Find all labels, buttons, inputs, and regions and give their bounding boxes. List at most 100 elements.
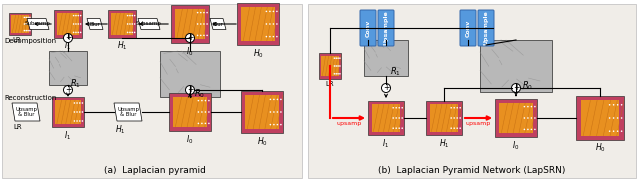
Text: Upsamp
& Blur: Upsamp & Blur (15, 107, 37, 117)
Circle shape (79, 111, 81, 113)
Circle shape (205, 123, 206, 124)
FancyBboxPatch shape (372, 104, 401, 132)
Circle shape (280, 99, 282, 100)
Circle shape (269, 11, 271, 12)
Circle shape (280, 124, 282, 125)
Circle shape (337, 73, 339, 75)
Bar (426, 101, 462, 135)
Circle shape (398, 117, 400, 119)
Bar (576, 96, 624, 140)
Text: $H_0$: $H_0$ (253, 47, 264, 60)
Circle shape (531, 129, 532, 130)
Text: (a)  Laplacian pyramid: (a) Laplacian pyramid (104, 166, 206, 175)
Circle shape (26, 30, 27, 31)
Text: LR: LR (326, 81, 334, 87)
FancyBboxPatch shape (57, 13, 79, 35)
Circle shape (76, 111, 78, 113)
Circle shape (609, 117, 611, 119)
Text: Reconstruction: Reconstruction (4, 95, 56, 101)
Text: Upsample: Upsample (483, 11, 488, 45)
Circle shape (396, 107, 397, 109)
Circle shape (63, 86, 72, 94)
Text: $R_1$: $R_1$ (70, 78, 81, 90)
Circle shape (401, 107, 403, 109)
Text: Blur: Blur (212, 22, 223, 26)
Circle shape (200, 23, 202, 25)
Circle shape (197, 12, 198, 13)
Circle shape (273, 36, 274, 37)
Circle shape (335, 65, 337, 67)
Circle shape (28, 23, 29, 25)
Text: $R_0$: $R_0$ (522, 80, 533, 92)
Circle shape (392, 127, 394, 129)
Circle shape (79, 120, 81, 122)
Text: $I_0$: $I_0$ (186, 133, 194, 145)
FancyBboxPatch shape (360, 10, 376, 46)
Circle shape (28, 17, 29, 18)
Text: Conv: Conv (465, 19, 470, 37)
Circle shape (273, 23, 274, 25)
FancyBboxPatch shape (321, 56, 339, 76)
Circle shape (451, 127, 452, 129)
Circle shape (534, 129, 536, 130)
Circle shape (75, 15, 77, 16)
Circle shape (398, 107, 400, 109)
FancyBboxPatch shape (11, 15, 29, 33)
Circle shape (29, 23, 31, 25)
Circle shape (73, 23, 74, 25)
Circle shape (381, 84, 390, 92)
Circle shape (24, 30, 25, 31)
Circle shape (206, 35, 208, 36)
Circle shape (74, 120, 76, 122)
Bar (241, 91, 283, 133)
Circle shape (206, 23, 208, 25)
Circle shape (524, 117, 525, 119)
Circle shape (337, 65, 339, 67)
Circle shape (613, 130, 614, 132)
Text: +: + (65, 33, 71, 42)
Circle shape (197, 35, 198, 36)
Circle shape (80, 32, 81, 33)
Circle shape (276, 11, 278, 12)
Text: Upsample: Upsample (383, 11, 388, 45)
Circle shape (77, 15, 79, 16)
FancyBboxPatch shape (245, 95, 279, 129)
Circle shape (613, 117, 614, 119)
Circle shape (201, 123, 203, 124)
Circle shape (82, 111, 83, 113)
Text: $I_1$: $I_1$ (65, 40, 72, 52)
Circle shape (617, 104, 618, 106)
Bar (49, 51, 87, 85)
Circle shape (398, 127, 400, 129)
Circle shape (460, 117, 461, 119)
Text: Blur: Blur (90, 22, 100, 26)
Circle shape (451, 117, 452, 119)
Circle shape (531, 106, 532, 107)
Circle shape (456, 127, 458, 129)
Circle shape (127, 15, 129, 16)
Text: +: + (187, 85, 193, 94)
Circle shape (82, 120, 83, 122)
Text: $R_0$: $R_0$ (194, 88, 205, 100)
Circle shape (29, 17, 31, 18)
Circle shape (28, 30, 29, 31)
Bar (9, 13, 31, 35)
Circle shape (453, 107, 455, 109)
Circle shape (617, 117, 618, 119)
FancyBboxPatch shape (460, 10, 476, 46)
Circle shape (339, 65, 340, 67)
Bar (308, 4, 636, 178)
Circle shape (201, 100, 203, 101)
Circle shape (77, 32, 79, 33)
Bar (480, 40, 552, 92)
Circle shape (276, 36, 278, 37)
Text: +: + (383, 83, 389, 92)
Bar (169, 93, 211, 131)
Circle shape (451, 107, 452, 109)
Circle shape (269, 99, 271, 100)
Circle shape (269, 111, 271, 113)
Circle shape (531, 117, 532, 119)
Polygon shape (210, 18, 226, 30)
Circle shape (524, 129, 525, 130)
Text: $H_0$: $H_0$ (257, 135, 268, 147)
